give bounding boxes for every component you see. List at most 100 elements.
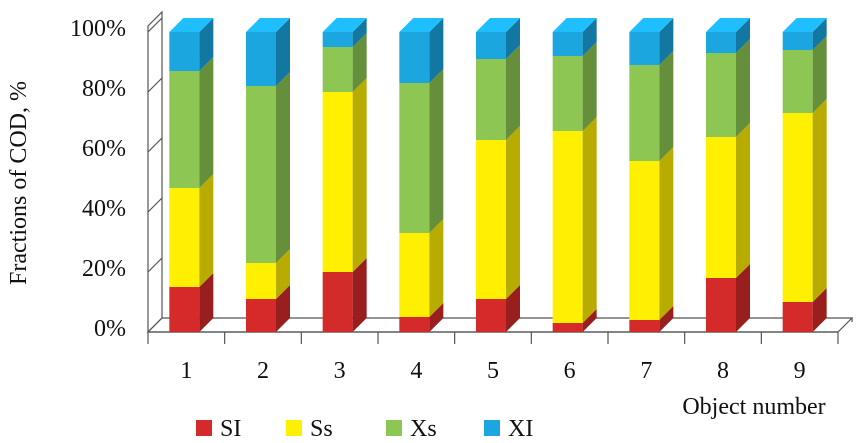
bar-stack-7 [629,18,674,332]
ticks-layer: 0% 20% 40% 60% 80% 100% 1 2 3 4 5 6 7 8 9 [70,16,806,384]
bar-front [476,299,506,332]
bar-segment-Xs-4 [399,69,444,233]
bar-top [782,18,827,32]
bar-front [322,92,353,272]
bar-side [352,33,367,92]
bar-front [169,32,200,71]
bar-segment-XI-8 [706,18,750,53]
bar-stack-2 [246,18,290,332]
bar-segment-Ss-2 [246,249,290,299]
bar-side [659,147,674,320]
y-tick-label: 40% [82,196,126,222]
bar-top [246,18,290,32]
x-tick-label: 4 [410,358,422,384]
y-tick-label: 100% [70,16,126,42]
bar-front [782,113,813,302]
bar-side [736,18,750,53]
bar-front [399,317,430,332]
bar-front [629,65,660,161]
bar-side [582,117,597,323]
y-tick-mark [147,17,163,33]
y-tick-label: 20% [82,256,126,282]
bar-side [659,306,674,332]
bar-side [429,18,444,83]
bar-segment-Xs-9 [782,36,827,113]
bar-top [629,18,674,32]
bar-side [506,126,520,299]
bar-front [399,83,430,233]
y-tick-label: 0% [94,316,126,342]
bar-front [246,32,276,86]
bar-segment-SI-8 [706,264,750,332]
legend-label: SI [220,416,241,442]
bar-side [276,285,290,332]
bar-segment-XI-4 [399,18,444,83]
bar-front [552,56,583,131]
legend-swatch [386,420,402,436]
x-tick-label: 6 [564,358,576,384]
bar-top [169,18,214,32]
bar-side [276,249,290,299]
bar-front [552,323,583,332]
bar-segment-Ss-1 [169,174,214,287]
bar-side [352,258,367,332]
bar-front [476,140,506,299]
legend-label: XI [508,416,533,442]
bar-front [782,32,813,50]
bar-side [812,288,827,332]
bar-side [659,18,674,65]
bar-segment-XI-2 [246,18,290,86]
y-tick-mark [147,257,163,273]
bar-segment-Xs-8 [706,39,750,137]
x-tick-label: 1 [180,358,192,384]
bar-top [476,18,520,32]
legend-item-Xs: Xs [386,416,437,442]
bar-front [629,161,660,320]
bar-front [169,71,200,188]
bar-front [322,47,353,92]
bar-side [582,18,597,56]
bar-side [276,18,290,86]
bar-segment-SI-6 [552,309,597,332]
bar-front [322,32,353,47]
bar-segment-SI-4 [399,303,444,332]
bar-top [552,18,597,32]
bar-segment-Ss-5 [476,126,520,299]
bar-segment-Ss-7 [629,147,674,320]
bar-side [736,39,750,137]
bar-stack-4 [399,18,444,332]
bar-front [629,32,660,65]
x-tick-label: 9 [794,358,806,384]
bar-side [429,69,444,233]
y-tick-mark [147,197,163,213]
bar-segment-XI-3 [322,18,367,47]
bar-side [352,18,367,47]
bar-segment-XI-9 [782,18,827,50]
bar-side [812,18,827,50]
bar-segment-Xs-1 [169,57,214,188]
bar-side [429,303,444,332]
bar-front [706,278,736,332]
bar-side [276,72,290,263]
bar-side [199,57,214,188]
bar-front [782,50,813,113]
y-tick-mark [147,317,163,333]
bar-segment-Ss-4 [399,219,444,317]
bar-segment-Xs-7 [629,51,674,161]
bar-stack-8 [706,18,750,332]
bar-segment-XI-6 [552,18,597,56]
bar-stack-9 [782,18,827,332]
bar-top [706,18,750,32]
bar-stack-3 [322,18,367,332]
bar-side [199,273,214,332]
bar-segment-Ss-9 [782,99,827,302]
bar-front [552,32,583,56]
bar-segment-XI-5 [476,18,520,59]
legend-item-Ss: Ss [286,416,333,442]
y-tick-mark [147,137,163,153]
bar-front [169,287,200,332]
bar-side [506,18,520,59]
bar-segment-SI-2 [246,285,290,332]
bar-top [399,18,444,32]
